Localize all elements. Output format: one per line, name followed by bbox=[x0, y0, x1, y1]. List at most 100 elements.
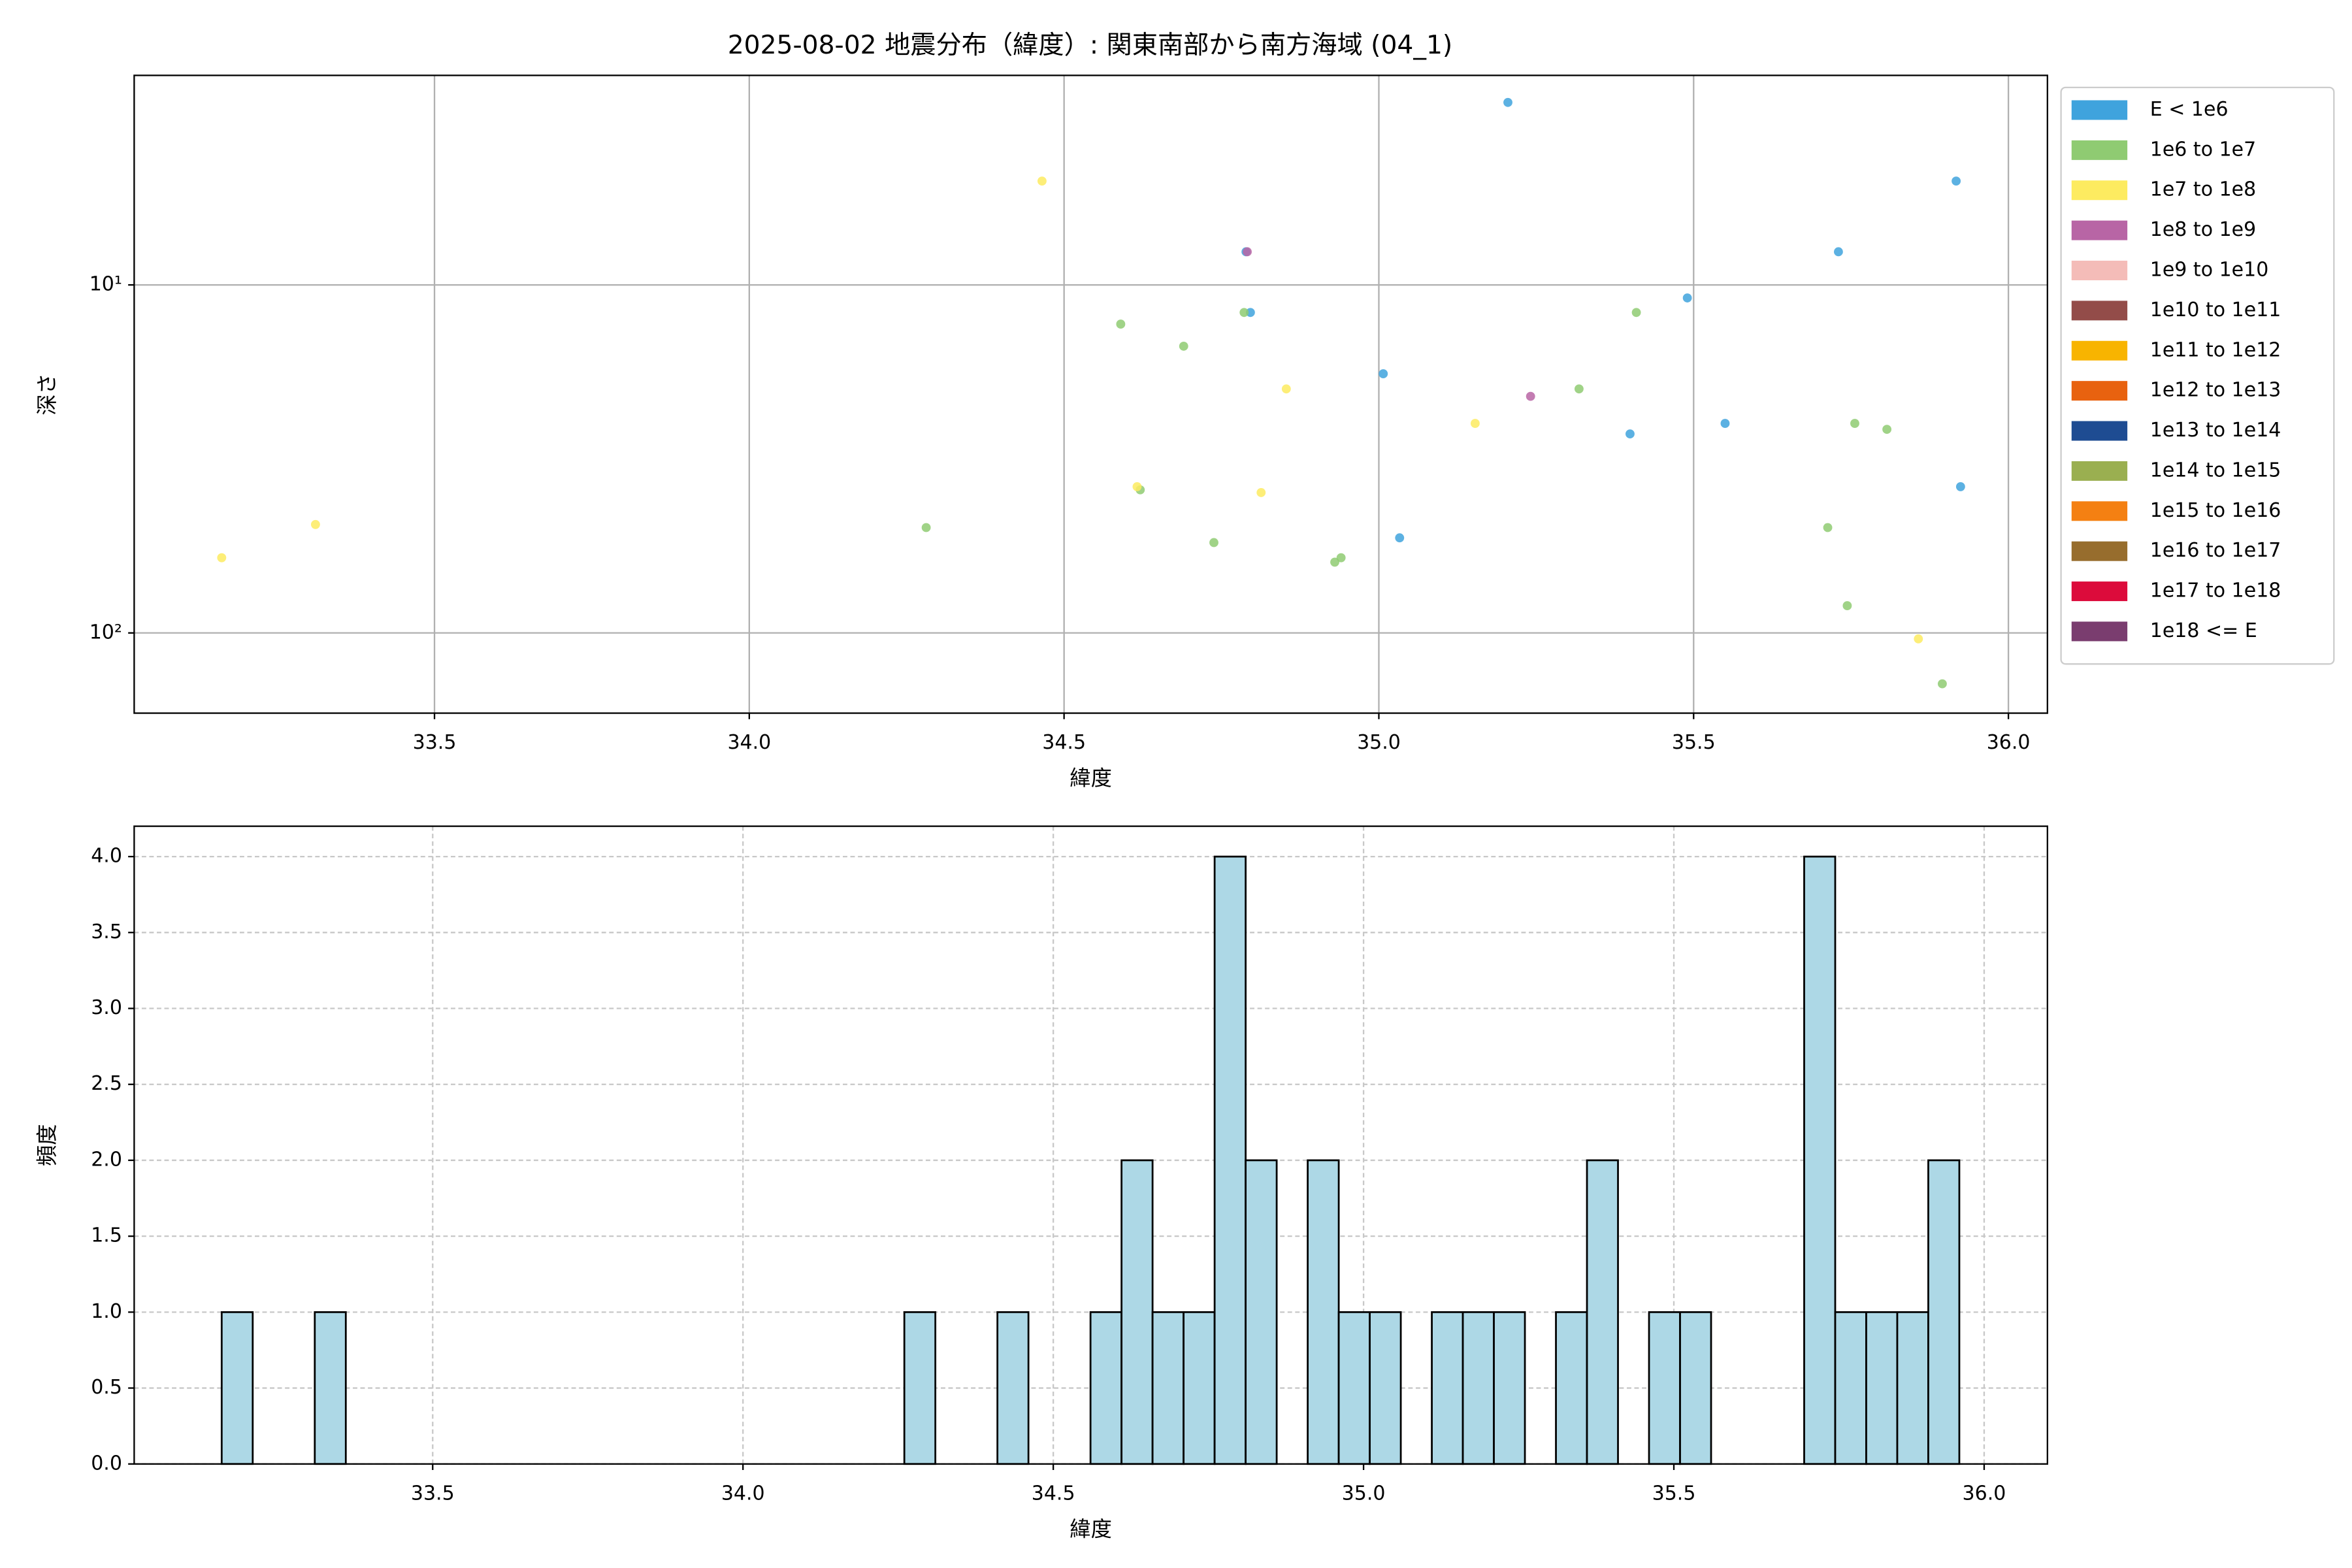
histogram-bar bbox=[1927, 1159, 1961, 1465]
scatter-point bbox=[1239, 308, 1249, 318]
scatter-point bbox=[1850, 419, 1859, 428]
legend-label: 1e12 to 1e13 bbox=[2150, 379, 2281, 402]
legend-swatch bbox=[2071, 261, 2128, 280]
x-tick-label: 33.5 bbox=[411, 1482, 455, 1505]
legend-label: 1e11 to 1e12 bbox=[2150, 338, 2281, 361]
histogram-bar bbox=[1151, 1311, 1185, 1465]
legend-swatch bbox=[2071, 461, 2128, 481]
histogram-bar bbox=[1337, 1311, 1371, 1465]
legend-label: 1e6 to 1e7 bbox=[2150, 138, 2256, 161]
histogram-bar bbox=[903, 1311, 937, 1465]
histogram-bar bbox=[996, 1311, 1030, 1465]
y-tick-label: 1.0 bbox=[91, 1300, 122, 1323]
scatter-point bbox=[1914, 634, 1923, 644]
scatter-point bbox=[1245, 308, 1255, 318]
x-tick-label: 34.5 bbox=[1032, 1482, 1075, 1505]
y-tick-label: 2.5 bbox=[91, 1072, 122, 1095]
legend-label: 1e8 to 1e9 bbox=[2150, 218, 2256, 241]
legend-label: 1e14 to 1e15 bbox=[2150, 459, 2281, 482]
x-tick-label: 36.0 bbox=[1963, 1482, 2006, 1505]
legend-swatch bbox=[2071, 541, 2128, 561]
scatter-point bbox=[1631, 308, 1641, 318]
legend-label: 1e16 to 1e17 bbox=[2150, 539, 2281, 562]
scatter-point bbox=[921, 523, 931, 532]
legend-swatch bbox=[2071, 180, 2128, 201]
histogram-bar bbox=[1493, 1311, 1526, 1465]
scatter-point bbox=[1209, 538, 1218, 547]
x-axis-label: 緯度 bbox=[1070, 1516, 1112, 1541]
histogram-bar bbox=[1120, 1159, 1154, 1465]
y-tick-label: 1.5 bbox=[91, 1224, 122, 1247]
x-tick-label: 35.0 bbox=[1357, 731, 1401, 754]
x-tick-label: 34.5 bbox=[1042, 731, 1086, 754]
legend-swatch bbox=[2071, 100, 2128, 120]
y-tick-label: 3.5 bbox=[91, 921, 122, 943]
legend-swatch bbox=[2071, 140, 2128, 160]
legend-label: 1e9 to 1e10 bbox=[2150, 258, 2269, 281]
scatter-point bbox=[1330, 557, 1339, 567]
histogram-bar bbox=[1183, 1311, 1216, 1465]
plot-frame bbox=[133, 825, 2048, 1465]
x-tick-label: 36.0 bbox=[1987, 731, 2031, 754]
scatter-point bbox=[1503, 97, 1512, 107]
scatter-point bbox=[1132, 482, 1142, 491]
scatter-point bbox=[1379, 369, 1388, 378]
scatter-point bbox=[1937, 679, 1947, 689]
legend-label: E < 1e6 bbox=[2150, 98, 2229, 121]
scatter-point bbox=[1470, 419, 1480, 428]
y-tick-label: 0.5 bbox=[91, 1376, 122, 1399]
legend-label: 1e13 to 1e14 bbox=[2150, 419, 2281, 442]
histogram-bar bbox=[1089, 1311, 1123, 1465]
histogram-bar bbox=[1369, 1311, 1402, 1465]
x-tick-label: 35.5 bbox=[1672, 731, 1716, 754]
x-tick-label: 35.5 bbox=[1652, 1482, 1696, 1505]
histogram-bar bbox=[1462, 1311, 1495, 1465]
scatter-point bbox=[1574, 384, 1584, 394]
legend-box bbox=[2060, 86, 2335, 665]
scatter-point bbox=[1037, 176, 1047, 186]
x-tick-label: 34.0 bbox=[721, 1482, 765, 1505]
legend-label: 1e17 to 1e18 bbox=[2150, 580, 2281, 602]
histogram-bar bbox=[1555, 1311, 1588, 1465]
y-tick-label: 4.0 bbox=[91, 845, 122, 868]
scatter-point bbox=[1116, 319, 1126, 329]
legend-swatch bbox=[2071, 501, 2128, 521]
histogram-bar bbox=[1431, 1311, 1464, 1465]
legend-label: 1e7 to 1e8 bbox=[2150, 178, 2256, 201]
legend-swatch bbox=[2071, 340, 2128, 361]
scatter-point bbox=[1952, 176, 1961, 186]
scatter-point bbox=[1336, 553, 1346, 563]
scatter-point bbox=[1281, 384, 1291, 394]
legend-swatch bbox=[2071, 621, 2128, 642]
legend-label: 1e10 to 1e11 bbox=[2150, 299, 2281, 321]
y-tick-label: 0.0 bbox=[91, 1452, 122, 1475]
legend-swatch bbox=[2071, 381, 2128, 401]
histogram-bar bbox=[1834, 1311, 1867, 1465]
histogram-bar bbox=[1865, 1311, 1899, 1465]
chart-title: 2025-08-02 地震分布（緯度）: 関東南部から南方海域 (04_1) bbox=[728, 31, 1453, 60]
histogram-bar bbox=[1307, 1159, 1340, 1465]
scatter-point bbox=[1526, 391, 1535, 401]
scatter-point bbox=[1720, 419, 1730, 428]
histogram-bar bbox=[314, 1311, 347, 1465]
scatter-point bbox=[1625, 429, 1635, 439]
legend-swatch bbox=[2071, 581, 2128, 602]
legend-swatch bbox=[2071, 301, 2128, 321]
x-tick-label: 34.0 bbox=[727, 731, 771, 754]
scatter-point bbox=[1842, 601, 1852, 610]
scatter-point bbox=[1955, 482, 1965, 491]
legend-swatch bbox=[2071, 421, 2128, 441]
y-axis-label: 頻度 bbox=[35, 1124, 59, 1166]
legend-label: 1e18 <= E bbox=[2150, 619, 2257, 642]
scatter-point bbox=[1682, 293, 1692, 302]
y-tick-label: 3.0 bbox=[91, 996, 122, 1019]
y-tick-label: 2.0 bbox=[91, 1148, 122, 1171]
x-axis-label: 緯度 bbox=[1070, 766, 1112, 791]
x-tick-label: 35.0 bbox=[1342, 1482, 1386, 1505]
scatter-point bbox=[1833, 247, 1843, 257]
histogram-bar bbox=[1896, 1311, 1929, 1465]
y-axis-label: 深さ bbox=[35, 373, 59, 416]
legend-swatch bbox=[2071, 220, 2128, 240]
scatter-point bbox=[1256, 487, 1266, 497]
